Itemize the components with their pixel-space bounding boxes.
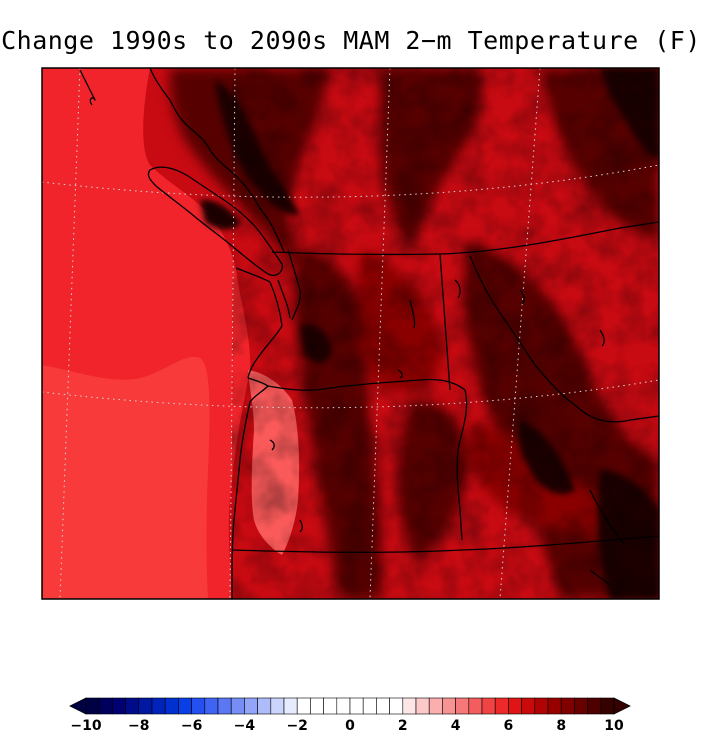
colorbar-tick-label: 8 — [556, 718, 566, 734]
graticule-lines — [42, 68, 659, 599]
colorbar-box — [468, 697, 483, 715]
colorbar-box — [204, 697, 219, 715]
colorbar-box — [362, 697, 377, 715]
colorbar-box — [389, 697, 404, 715]
colorbar-box — [560, 697, 575, 715]
colorbar-box — [455, 697, 470, 715]
colorbar-box — [442, 697, 456, 715]
colorbar-tick-label: −6 — [181, 718, 202, 734]
map-title: Change 1990s to 2090s MAM 2−m Temperatur… — [1, 26, 701, 55]
colorbar-box — [138, 697, 153, 715]
colorbar-box — [270, 697, 285, 715]
colorbar-tick-label: 6 — [504, 718, 514, 734]
colorbar-box — [600, 697, 615, 715]
colorbar-box — [415, 697, 430, 715]
colorbar-box — [494, 697, 509, 715]
colorbar-box — [112, 697, 126, 715]
colorbar-box — [257, 697, 272, 715]
colorbar-box — [283, 697, 298, 715]
colorbar-box — [323, 697, 338, 715]
colorbar-box — [310, 697, 324, 715]
colorbar-box — [402, 697, 417, 715]
colorbar-box — [349, 697, 364, 715]
colorbar-tick-label: 4 — [451, 718, 461, 734]
colorbar-box — [508, 697, 522, 715]
colorbar-box — [98, 697, 113, 715]
coastline-and-borders — [79, 68, 659, 599]
map-frame — [41, 67, 660, 600]
colorbar-tick-label: 0 — [345, 718, 355, 734]
colorbar-box — [547, 697, 562, 715]
colorbar-box — [85, 697, 100, 715]
colorbar-box — [217, 697, 232, 715]
colorbar-box — [534, 697, 549, 715]
vancouver-island-peaks — [200, 199, 240, 230]
colorbar-box — [191, 697, 206, 715]
map-field — [42, 68, 659, 599]
colorbar-max-arrow — [613, 697, 631, 715]
colorbar-box — [428, 697, 443, 715]
colorbar-box — [230, 697, 245, 715]
colorbar-min-arrow — [69, 697, 87, 715]
colorbar-tick-label: −4 — [234, 718, 256, 734]
colorbar-box — [151, 697, 166, 715]
colorbar-tick-labels: −10 −8 −6 −4 −2 0 2 4 6 8 10 — [70, 718, 624, 734]
colorbar-box — [125, 697, 140, 715]
colorbar-box — [481, 697, 496, 715]
colorbar-box — [587, 697, 602, 715]
colorbar-box — [296, 697, 311, 715]
colorbar-tick-label: 2 — [398, 718, 408, 734]
colorbar-boxes — [69, 697, 631, 715]
colorbar-box — [574, 697, 588, 715]
colorbar-box — [244, 697, 258, 715]
colorbar-box — [336, 697, 351, 715]
colorbar-tick-label: 10 — [604, 718, 624, 734]
colorbar-tick-label: −2 — [286, 718, 307, 734]
colorbar-box — [376, 697, 390, 715]
colorbar-box — [521, 697, 536, 715]
colorbar-box — [178, 697, 192, 715]
ocean-warm-patch — [42, 356, 210, 599]
colorbar-box — [164, 697, 179, 715]
colorbar-tick-label: −8 — [128, 718, 149, 734]
colorbar-tick-label: −10 — [70, 718, 101, 734]
